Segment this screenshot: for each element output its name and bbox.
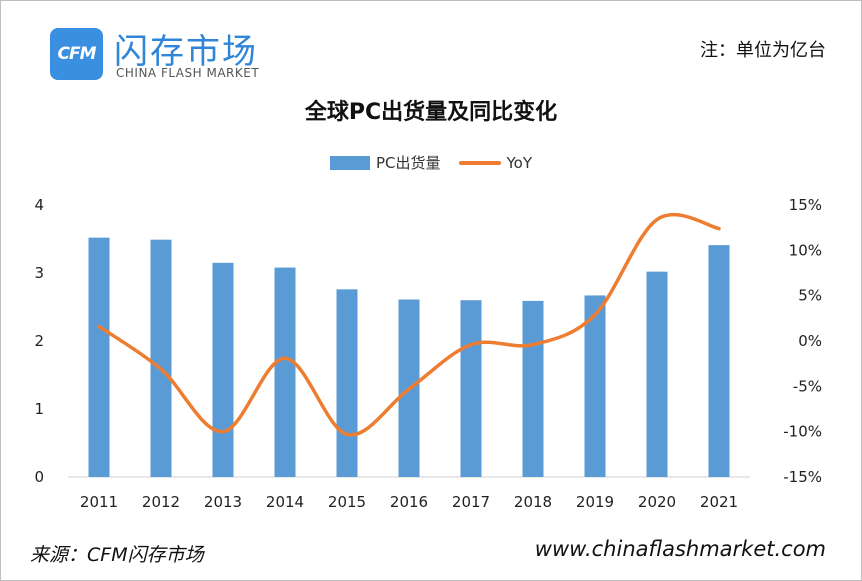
legend: PC出货量 YoY: [0, 152, 862, 173]
x-tick-2012: 2012: [142, 493, 180, 511]
bar-2013: [212, 262, 234, 477]
unit-note: 注：单位为亿台: [700, 40, 826, 61]
legend-label-bar: PC出货量: [375, 154, 441, 172]
y-left-tick: 0: [34, 468, 44, 486]
x-tick-2019: 2019: [576, 493, 614, 511]
y-right-tick: -15%: [783, 468, 822, 486]
y-right-tick: 10%: [789, 241, 822, 259]
bar-2019: [584, 295, 606, 477]
x-tick-2021: 2021: [700, 493, 738, 511]
y-left-tick: 3: [34, 264, 44, 282]
logo-name-en: CHINA FLASH MARKET: [116, 66, 260, 80]
y-right-tick: -10%: [783, 423, 822, 441]
y-left-tick: 4: [34, 196, 44, 214]
legend-label-line: YoY: [506, 153, 533, 172]
website-url: www.chinaflashmarket.com: [534, 537, 826, 561]
x-tick-2011: 2011: [80, 493, 118, 511]
y-left-tick: 2: [34, 332, 44, 350]
bar-2021: [708, 245, 730, 477]
legend-item-bar: PC出货量: [329, 152, 441, 173]
cfm-logo-mark: CFM: [50, 28, 103, 80]
bar-2015: [336, 289, 358, 477]
logo-name-cn: 闪存市场: [114, 32, 258, 72]
x-tick-2015: 2015: [328, 493, 366, 511]
bar-2012: [150, 239, 172, 477]
legend-item-line: YoY: [458, 153, 533, 172]
bar-2018: [522, 300, 544, 477]
bar-2020: [646, 271, 668, 477]
legend-swatch-line: [458, 160, 501, 165]
x-tick-2020: 2020: [638, 493, 676, 511]
y-right-tick: -5%: [793, 377, 822, 395]
y-left-tick: 1: [34, 400, 44, 418]
bar-2017: [460, 300, 482, 477]
source-note: 来源：CFM闪存市场: [30, 544, 204, 566]
bar-2011: [88, 237, 110, 477]
chart-title: 全球PC出货量及同比变化: [304, 100, 558, 125]
x-tick-2018: 2018: [514, 493, 552, 511]
x-tick-2013: 2013: [204, 493, 242, 511]
x-tick-2017: 2017: [452, 493, 490, 511]
x-tick-2014: 2014: [266, 493, 304, 511]
yoy-line: [97, 212, 721, 437]
y-right-tick: 0%: [798, 332, 822, 350]
y-right-tick: 5%: [798, 287, 822, 305]
y-right-tick: 15%: [789, 196, 822, 214]
legend-swatch-bar: [329, 155, 370, 170]
x-tick-2016: 2016: [390, 493, 428, 511]
bar-2014: [274, 267, 296, 477]
